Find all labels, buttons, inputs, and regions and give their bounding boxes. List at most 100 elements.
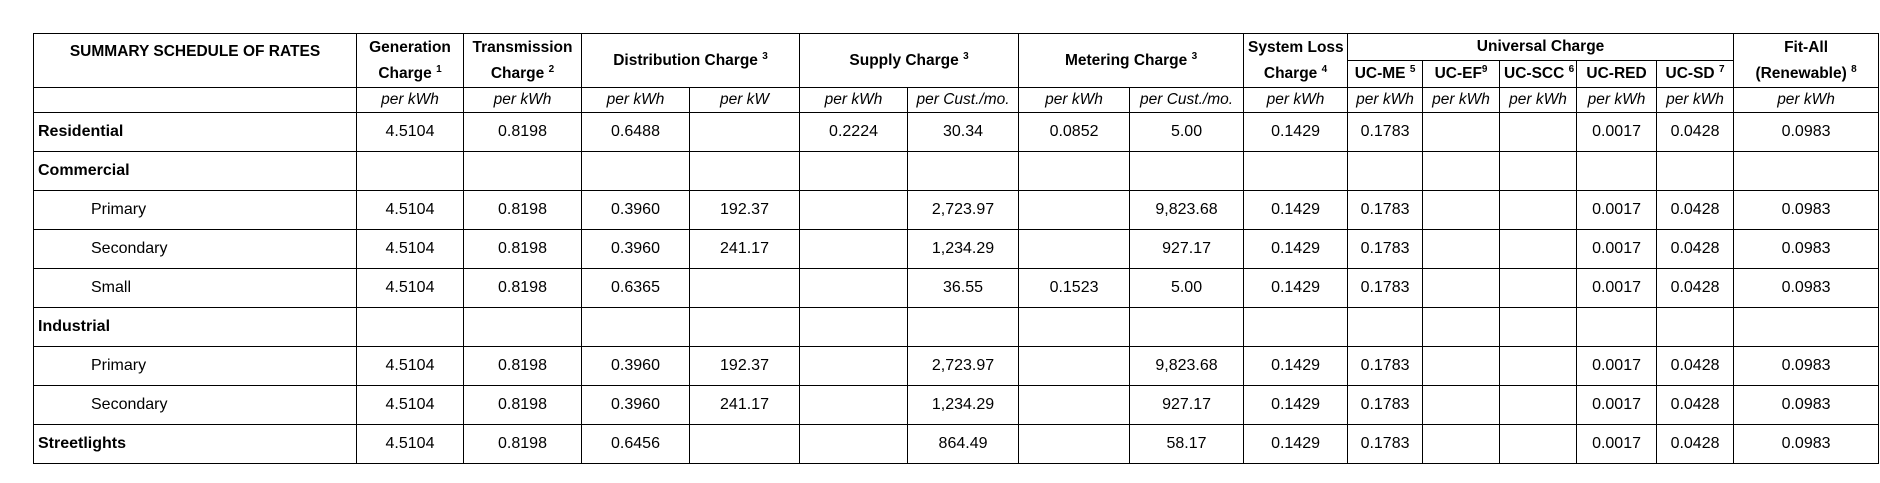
system-loss-charge-label-2: Charge [1263,64,1318,82]
rate-cell [688,268,801,308]
distribution-charge-header: Distribution Charge 3 [580,33,801,88]
footnote-marker: 1 [436,63,442,75]
rate-cell [1018,346,1131,386]
rate-cell [1018,229,1131,269]
universal-charge-label: Universal Charge [1476,38,1605,55]
uc-sd-header: UC-SD 7 [1656,60,1735,88]
rate-cell: 864.49 [907,424,1020,464]
rate-cell: 30.34 [907,112,1020,152]
footnote-marker: 3 [963,50,969,62]
unit-cell: per kW [688,87,801,113]
supply-charge-header: Supply Charge 3 [799,33,1020,88]
rate-cell: 4.5104 [356,229,464,269]
rate-cell: 0.8198 [463,268,582,308]
rate-cell: 2,723.97 [907,190,1020,230]
rate-cell: 0.1523 [1018,268,1131,308]
generation-charge-label-2: Charge [378,64,432,82]
rate-cell: 0.6488 [581,112,690,152]
rate-cell [463,307,582,347]
rate-cell: 0.1429 [1243,229,1349,269]
uc-me-label: UC-ME [1354,65,1406,82]
rate-cell: 0.1783 [1347,385,1424,425]
rate-cell [1422,112,1501,152]
rate-cell: 9,823.68 [1129,346,1245,386]
rate-cell: 0.1429 [1243,190,1349,230]
rate-cell: 0.8198 [463,346,582,386]
rate-cell: 36.55 [907,268,1020,308]
rate-cell [799,385,909,425]
transmission-charge-label-2: Charge [490,64,545,82]
row-label: Residential [33,112,357,152]
fit-all-label: Fit-All [1784,38,1828,56]
summary-title-header: SUMMARY SCHEDULE OF RATES [33,33,357,88]
footnote-marker: 5 [1409,64,1416,75]
rate-cell [1018,151,1131,191]
rate-cell [1422,229,1501,269]
row-label: Secondary [33,229,357,269]
rate-cell: 0.1783 [1347,268,1424,308]
rate-cell [1576,307,1658,347]
rate-cell: 0.1783 [1347,190,1424,230]
unit-cell: per kWh [356,87,464,113]
header-row-universal: UC-ME 5 UC-EF9 UC-SCC 6 UC-RED UC-SD 7 [34,60,1879,88]
unit-cell: per kWh [1018,87,1131,113]
footnote-marker: 6 [1568,64,1575,75]
table-row: Primary 4.5104 0.8198 0.3960 192.37 2,723.97 9… [33,346,1880,386]
rate-cell: 0.1783 [1347,424,1424,464]
rate-cell: 0.8198 [463,112,582,152]
rate-cell: 0.0852 [1018,112,1131,152]
rate-cell [799,151,909,191]
uc-red-label: UC-RED [1586,65,1647,82]
rate-rows: Residential 4.5104 0.8198 0.6488 0.2224 30.34… [33,112,1880,464]
rate-cell: 0.1429 [1243,346,1349,386]
rate-cell [1656,307,1735,347]
unit-cell: per kWh [1576,87,1658,113]
unit-cell: per kWh [799,87,909,113]
table-row: Small 4.5104 0.8198 0.6365 36.55 0.1523 5.00 0.… [33,268,1880,308]
rate-cell: 0.0017 [1576,424,1658,464]
rate-cell: 927.17 [1129,385,1245,425]
rate-cell [1422,346,1501,386]
rate-cell: 0.1783 [1347,112,1424,152]
rate-cell: 0.0983 [1733,385,1880,425]
rate-cell [356,307,464,347]
unit-cell: per Cust./mo. [907,87,1020,113]
rate-cell [1576,151,1658,191]
rate-cell: 5.00 [1129,268,1245,308]
rate-cell: 0.0983 [1733,424,1880,464]
metering-charge-header: Metering Charge 3 [1018,33,1245,88]
transmission-charge-label: Transmission [472,38,573,56]
rate-cell: 0.3960 [581,385,690,425]
rate-cell [1499,424,1578,464]
rate-cell: 4.5104 [356,424,464,464]
rate-cell: 1,234.29 [907,229,1020,269]
rate-cell [799,346,909,386]
rate-cell [1733,307,1880,347]
rate-cell [688,424,801,464]
fit-all-label-2: (Renewable) [1755,64,1847,82]
rate-cell: 0.3960 [581,190,690,230]
transmission-charge-header: Transmission Charge 2 [463,33,582,88]
rate-cell [1129,151,1245,191]
rate-cell: 58.17 [1129,424,1245,464]
metering-charge-label: Metering Charge [1064,51,1188,69]
generation-charge-label: Generation [369,38,451,56]
uc-me-header: UC-ME 5 [1347,60,1424,88]
universal-charge-header: Universal Charge [1347,33,1735,61]
rate-cell: 0.0428 [1656,190,1735,230]
rate-cell [1499,112,1578,152]
rate-cell [581,151,690,191]
rate-cell: 4.5104 [356,268,464,308]
row-label: Streetlights [33,424,357,464]
unit-cell: per kWh [1499,87,1578,113]
rate-cell [463,151,582,191]
rate-cell [1499,385,1578,425]
rate-cell [1422,424,1501,464]
row-label: Industrial [33,307,357,347]
rate-cell [1422,268,1501,308]
rate-cell [1018,307,1131,347]
uc-red-header: UC-RED [1576,60,1658,88]
rate-cell: 0.0428 [1656,112,1735,152]
rate-cell [1347,151,1424,191]
rate-cell: 0.8198 [463,229,582,269]
